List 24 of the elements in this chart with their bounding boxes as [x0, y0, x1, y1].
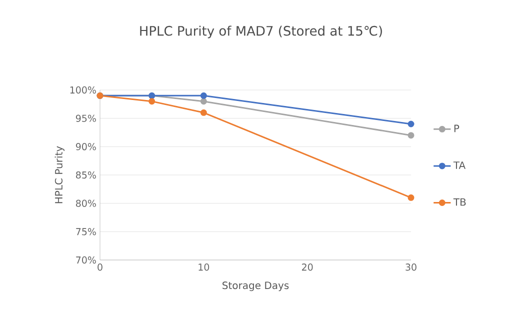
- legend-label: TA: [453, 162, 466, 169]
- y-tick-label: 85%: [76, 171, 96, 179]
- x-tick-label: 30: [406, 264, 416, 271]
- point: [408, 132, 414, 139]
- y-tick-label: 95%: [76, 114, 96, 122]
- y-tick-label: 80%: [76, 200, 96, 207]
- point: [200, 109, 207, 116]
- chart-title: HPLC Purity of MAD7 (Stored at 15℃): [140, 26, 382, 38]
- x-axis-title: Storage Days: [222, 282, 289, 292]
- y-tick-label: 75%: [76, 228, 96, 236]
- point: [408, 120, 414, 128]
- y-tick-label: 100%: [70, 86, 96, 94]
- point: [408, 194, 414, 201]
- x-tick-label: 10: [198, 264, 210, 271]
- y-tick-label: 90%: [76, 143, 96, 150]
- point: [200, 98, 207, 105]
- point: [200, 92, 207, 99]
- x-tick-label: 0: [98, 264, 102, 271]
- x-tick-label: 20: [302, 264, 313, 271]
- point: [148, 98, 156, 105]
- legend-label: P: [454, 124, 460, 132]
- legend-label: TB: [453, 198, 466, 206]
- y-tick-label: 70%: [76, 256, 96, 264]
- y-axis-title: HPLC Purity: [54, 146, 64, 204]
